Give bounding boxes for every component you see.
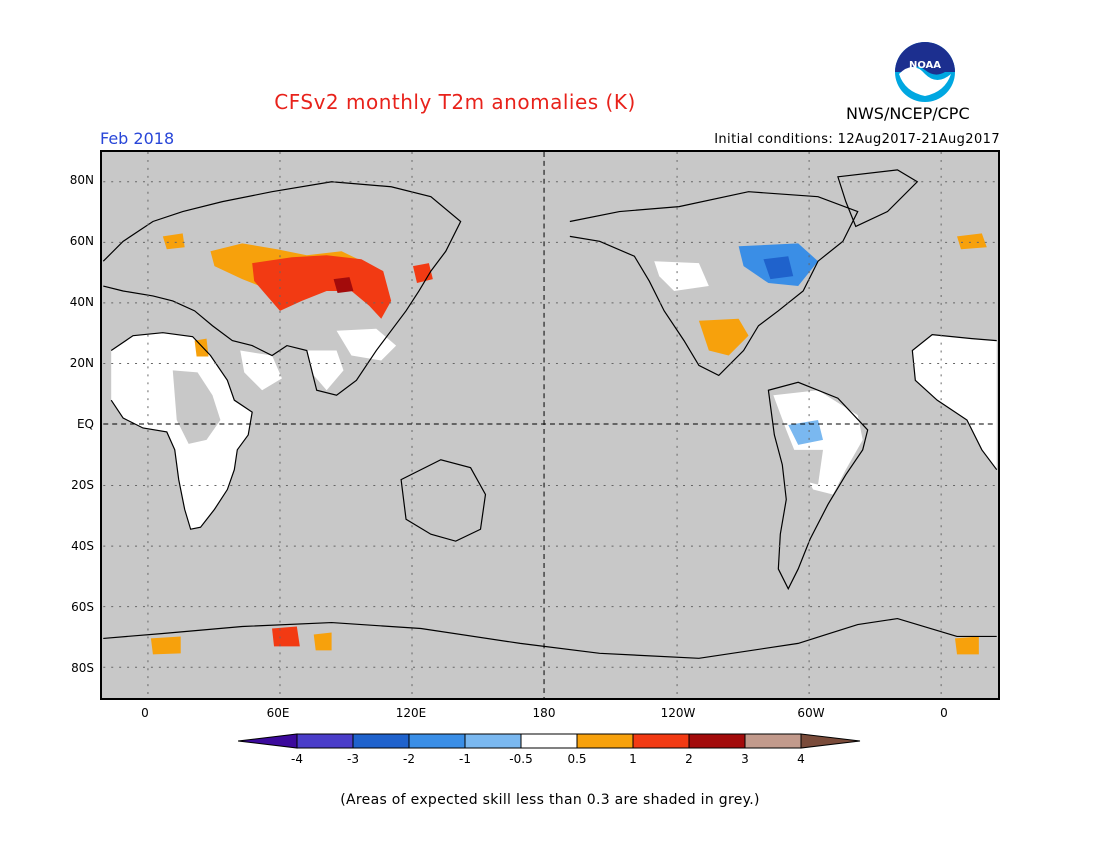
map-panel	[100, 150, 1000, 700]
colorbar-label: 0.5	[567, 752, 587, 766]
africa-neutral-region	[111, 332, 253, 530]
colorbar-segment	[632, 733, 690, 749]
lat-label: EQ	[76, 417, 94, 431]
south-america-coastline	[767, 381, 869, 591]
colorbar-label: -4	[291, 752, 303, 766]
antarctica-coastline	[103, 617, 997, 659]
agency-label: NWS/NCEP/CPC	[846, 104, 970, 123]
lon-label: 60W	[797, 706, 825, 720]
east-asia-warm-red	[413, 263, 433, 284]
colorbar-segment	[576, 733, 634, 749]
eurasia-warm-red	[252, 255, 392, 319]
colorbar-segment	[744, 733, 802, 749]
colorbar-segment	[408, 733, 466, 749]
colorbar-segment	[520, 733, 578, 749]
mexico-warm-region	[698, 318, 749, 356]
antarctica-warm-red	[272, 626, 300, 647]
colorbar-label: 4	[797, 752, 805, 766]
south-america-grey-interior	[788, 449, 823, 485]
noaa-logo-text: NOAA	[909, 60, 941, 71]
colorbar-segment	[296, 733, 354, 749]
colorbar-arrow-low	[238, 733, 298, 749]
map-canvas	[102, 152, 998, 698]
lon-label: 120E	[395, 706, 427, 720]
arabia-neutral-region	[240, 350, 282, 391]
amazon-cold-region	[788, 420, 823, 445]
colorbar-arrow-high	[800, 733, 861, 749]
north-america-cold-dark	[763, 256, 794, 280]
lat-label: 80N	[69, 173, 94, 187]
colorbar-label: 1	[629, 752, 637, 766]
coastlines	[102, 169, 998, 659]
antarctica-east-warm	[955, 636, 979, 655]
africa-grey-interior	[172, 370, 221, 444]
noaa-logo-icon: NOAA	[895, 42, 955, 102]
europe-warm-orange	[162, 233, 185, 250]
valid-month: Feb 2018	[100, 129, 175, 148]
colorbar-label: 3	[741, 752, 749, 766]
lon-label: 0	[141, 706, 149, 720]
north-america-coastline	[569, 191, 859, 377]
lat-label: 20N	[69, 356, 94, 370]
colorbar-label: -1	[459, 752, 471, 766]
lon-label: 60E	[266, 706, 290, 720]
lat-label: 20S	[71, 478, 94, 492]
india-neutral-region	[306, 350, 344, 391]
colorbar-label: 2	[685, 752, 693, 766]
antarctica-warm-orange-2	[313, 632, 332, 651]
eurasia-warm-darkred	[333, 277, 354, 293]
equator-dateline	[103, 152, 997, 698]
europe-east-warm-orange	[957, 233, 987, 250]
antarctica-warm-orange	[150, 636, 181, 655]
right-africa-coastline	[911, 334, 998, 471]
colorbar-segment	[688, 733, 746, 749]
skill-footnote: (Areas of expected skill less than 0.3 a…	[340, 792, 760, 808]
graticule	[103, 152, 997, 698]
colorbar-segment	[352, 733, 410, 749]
lat-label: 80S	[71, 661, 94, 675]
lat-label: 60N	[69, 234, 94, 248]
lon-label: 120W	[660, 706, 696, 720]
colorbar-label: -0.5	[509, 752, 533, 766]
lat-label: 40N	[69, 295, 94, 309]
lon-label: 180	[532, 706, 556, 720]
north-america-neutral-region	[654, 261, 709, 291]
colorbar-label: -3	[347, 752, 359, 766]
africa-coastline	[110, 332, 253, 530]
initial-conditions: Initial conditions: 12Aug2017-21Aug2017	[714, 132, 1000, 147]
africa-east-neutral-region	[912, 334, 997, 470]
australia-coastline	[400, 459, 487, 542]
lat-label: 60S	[71, 600, 94, 614]
colorbar	[238, 733, 861, 749]
china-neutral-region	[336, 328, 397, 361]
south-america-neutral-region	[773, 390, 863, 495]
colorbar-label: -2	[403, 752, 415, 766]
eurasia-coastline	[102, 181, 462, 396]
colorbar-segment	[464, 733, 522, 749]
lon-label: 0	[940, 706, 948, 720]
lat-label: 40S	[71, 539, 94, 553]
greenland-coastline	[837, 169, 919, 228]
chart-title: CFSv2 monthly T2m anomalies (K)	[274, 90, 636, 114]
